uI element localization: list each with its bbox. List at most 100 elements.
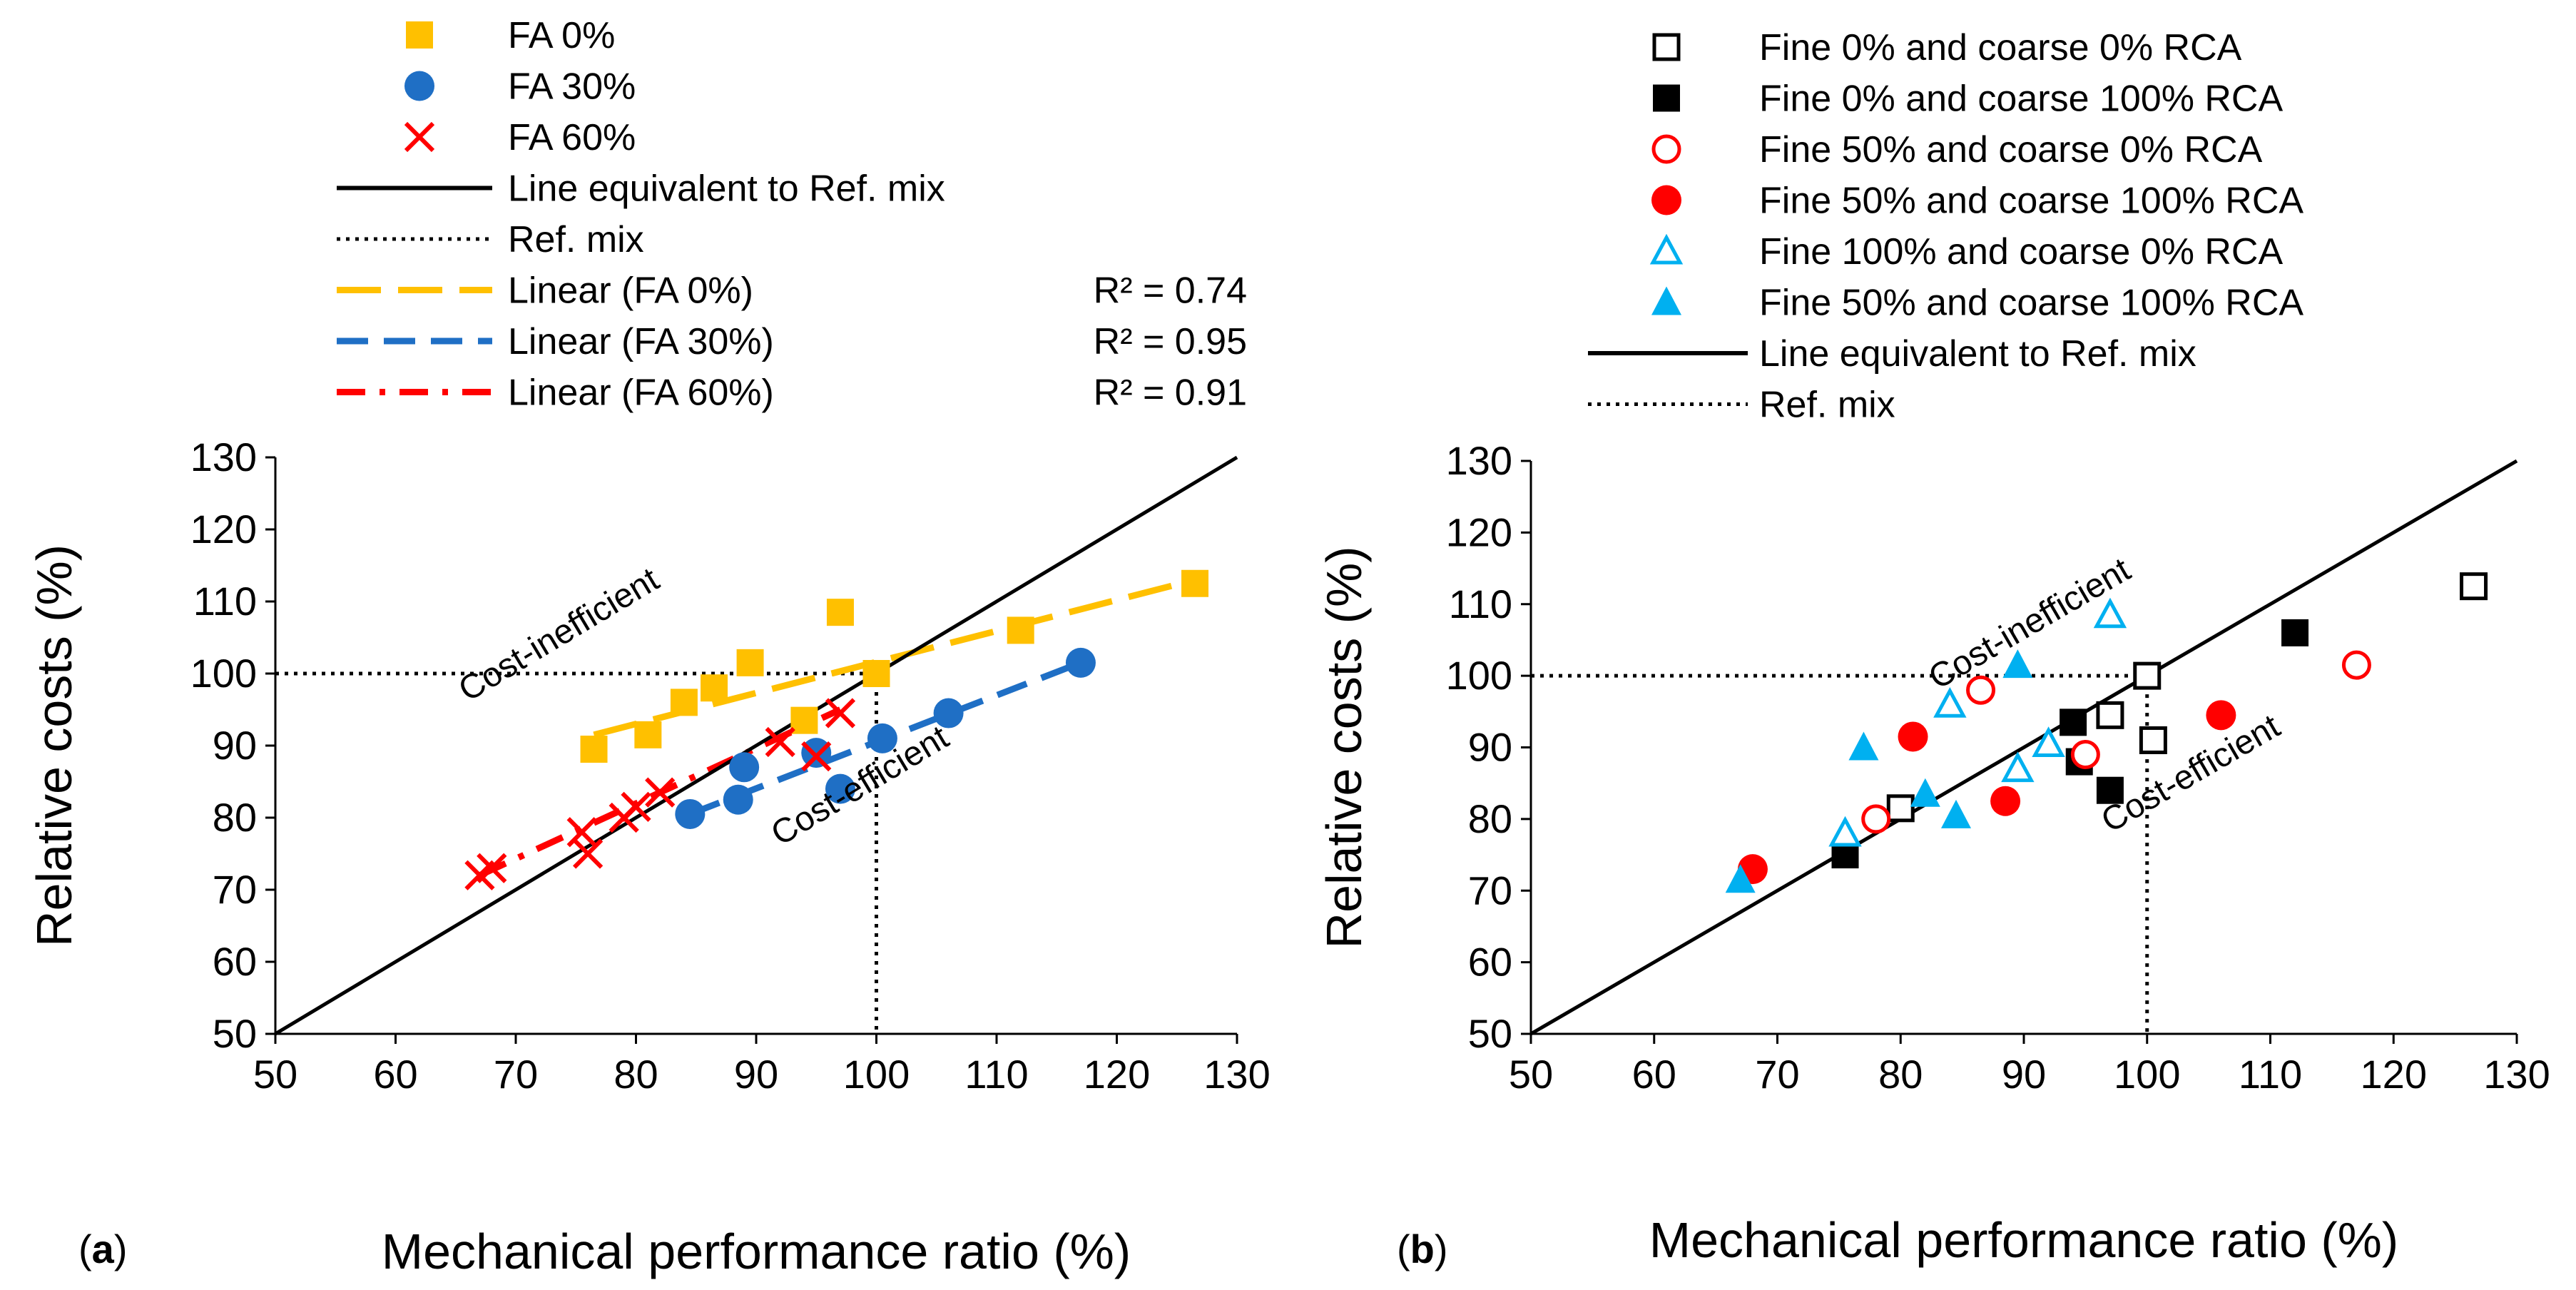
legend-label: Fine 0% and coarse 100% RCA [1759,78,2283,120]
legend-entry-fine-100-and-coarse-0-rca: Fine 100% and coarse 0% RCA [1649,231,2283,273]
data-point [566,817,597,848]
data-point [634,721,662,748]
legend-label: FA 0% [508,15,615,56]
data-point [1725,864,1756,893]
legend-entry-line-equivalent-to-ref-mix: Line equivalent to Ref. mix [337,168,945,210]
legend-label: Fine 50% and coarse 100% RCA [1759,283,2303,324]
series-fine-0-and-coarse-0-rca [1886,572,2488,823]
equivalent-line [274,455,1238,1036]
legend: Fine 0% and coarse 0% RCA Fine 0% and coa… [1588,27,2303,426]
data-point [1065,647,1096,678]
legend-symbol [1651,134,1681,164]
y-tick-label: 130 [190,435,257,479]
x-tick-label: 50 [1509,1052,1553,1097]
y-tick-label: 60 [213,939,257,984]
data-point [825,698,856,728]
equivalent-line [1529,459,2518,1036]
annotation-cost-inefficient: Cost-inefficient [452,561,666,709]
legend-entry-linear-fa-60: Linear (FA 60%) R² = 0.91 [337,372,1247,414]
y-tick-label: 90 [213,723,257,768]
x-axis-title: Mechanical performance ratio (%) [1649,1212,2398,1268]
data-point [1007,616,1034,644]
data-point [801,741,832,772]
data-point [2139,726,2167,754]
data-point [2133,661,2162,690]
data-point [1898,721,1928,752]
legend-entry-fa-30: FA 30% [404,66,636,108]
series-fine-50-and-coarse-100-rca [1725,649,2033,893]
data-point [1966,675,1996,705]
panel-label: (b) [1397,1226,1448,1271]
panel-a: 50 60 70 80 90 100 110 120 130 50 60 70 80 90 100 110 12… [26,15,1271,1279]
legend-entry-fine-50-and-coarse-0-rca: Fine 50% and coarse 0% RCA [1651,129,2263,171]
data-point [1940,799,1971,828]
y-tick-label: 70 [213,867,257,912]
y-tick-label: 120 [1446,509,1512,554]
y-tick-label: 110 [193,579,257,624]
data-point [1886,794,1915,823]
x-tick-label: 70 [494,1052,538,1097]
x-tick-label: 120 [2361,1052,2427,1097]
legend-symbol [1653,84,1680,112]
legend-symbol [406,21,433,49]
data-point [826,599,854,626]
panel-label: (a) [78,1226,127,1271]
legend-label: Line equivalent to Ref. mix [508,168,945,210]
y-axis-title: Relative costs (%) [26,544,82,947]
series-fa-60 [464,698,856,890]
data-point [645,777,676,808]
legend-entry-fine-50-and-coarse-100-rca: Fine 50% and coarse 100% RCA [1651,181,2303,222]
y-tick-label: 70 [1468,868,1512,913]
legend-entry-linear-fa-0: Linear (FA 0%) R² = 0.74 [337,270,1247,312]
legend-label: Linear (FA 0%) [508,270,753,312]
y-tick-label: 120 [190,507,257,552]
data-point [621,791,651,822]
data-point [2001,751,2035,783]
data-point [477,853,507,883]
data-point [1910,778,1940,807]
r-squared-label: R² = 0.91 [1094,372,1247,414]
legend-label: Line equivalent to Ref. mix [1759,333,2196,375]
legend-label: FA 30% [508,66,636,108]
x-tick-label: 80 [1878,1052,1923,1097]
series-fa-0 [580,569,1209,763]
x-tick-label: 80 [614,1052,658,1097]
x-axis-title: Mechanical performance ratio (%) [382,1224,1131,1279]
r-squared-label: R² = 0.74 [1094,270,1247,312]
legend-symbol [1651,286,1681,315]
data-point [2060,709,2087,736]
data-point [1933,687,1967,718]
data-point [675,798,706,829]
data-point [729,752,760,783]
data-point [1990,786,2021,816]
x-tick-label: 60 [373,1052,417,1097]
legend-entry-fa-0: FA 0% [406,15,615,56]
data-point [867,723,897,753]
legend-entry-ref-mix: Ref. mix [1588,385,1895,426]
x-tick-label: 100 [843,1052,910,1097]
x-tick-label: 60 [1632,1052,1676,1097]
legend-label: Linear (FA 60%) [508,372,774,414]
legend-entry-linear-fa-30: Linear (FA 30%) R² = 0.95 [337,321,1247,362]
data-point [2032,726,2065,757]
legend-entry-fa-60: FA 60% [404,117,636,158]
y-tick-label: 110 [1449,581,1512,626]
data-point [2206,700,2236,731]
x-tick-label: 110 [964,1052,1028,1097]
x-tick-label: 100 [2114,1052,2180,1097]
data-point [580,736,608,763]
y-tick-label: 60 [1468,940,1512,985]
series-fine-50-and-coarse-0-rca [1861,650,2371,834]
data-point [825,773,855,804]
data-point [2281,619,2309,646]
data-point [790,706,818,734]
y-tick-label: 100 [190,651,257,696]
x-tick-label: 130 [1203,1052,1270,1097]
legend-label: FA 60% [508,117,636,158]
y-tick-label: 80 [1468,796,1512,841]
legend-label: Fine 100% and coarse 0% RCA [1759,231,2283,273]
x-tick-label: 110 [2239,1052,2302,1097]
y-tick-label: 100 [1446,653,1512,698]
y-tick-label: 80 [213,795,257,840]
